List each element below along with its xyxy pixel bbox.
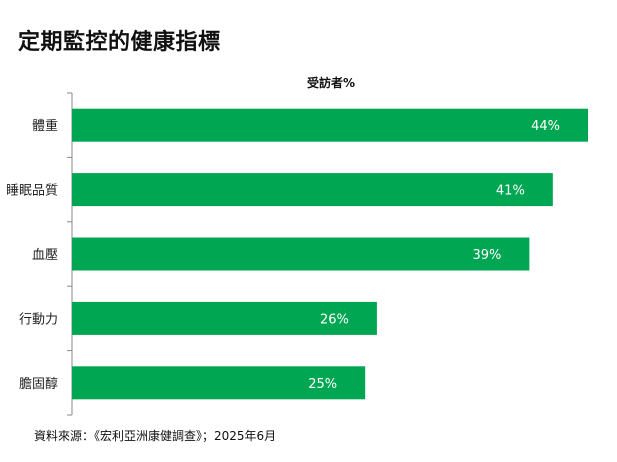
bar (72, 301, 377, 335)
value-label: 44% (531, 119, 560, 134)
value-label: 25% (308, 377, 337, 392)
value-label: 39% (472, 248, 501, 263)
value-label: 41% (496, 184, 525, 199)
bar (72, 108, 588, 142)
value-label: 26% (320, 312, 349, 327)
category-label: 行動力 (19, 312, 58, 327)
category-label: 膽固醇 (19, 376, 58, 392)
category-label: 睡眠品質 (6, 184, 58, 199)
category-label: 血壓 (32, 248, 58, 263)
bar (72, 173, 553, 207)
unit-label: 受訪者% (307, 75, 355, 90)
category-label: 體重 (32, 118, 58, 134)
bar (72, 366, 366, 400)
bar (72, 237, 530, 271)
source-note: 資料來源：《宏利亞洲康健調查》；2025年6月 (34, 429, 277, 443)
chart-title: 定期監控的健康指標 (18, 30, 221, 55)
